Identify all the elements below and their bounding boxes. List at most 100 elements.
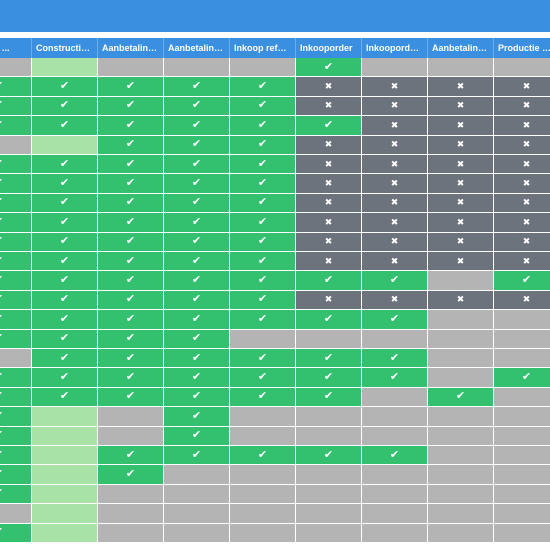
status-cell[interactable]: ✔ [32,271,98,291]
status-cell[interactable]: ✔ [296,349,362,369]
status-cell[interactable]: ✖ [428,155,494,175]
status-cell[interactable]: ✔ [32,77,98,97]
status-cell[interactable]: ✔ [0,174,32,194]
status-cell[interactable] [494,329,550,349]
status-cell[interactable]: ✔ [98,446,164,466]
status-cell[interactable]: ✖ [296,193,362,214]
status-cell[interactable]: ✖ [362,252,428,272]
status-cell[interactable]: ✖ [428,77,494,97]
status-cell[interactable] [428,426,494,446]
status-cell[interactable]: ✔ [164,213,230,233]
status-cell[interactable]: ✔ [230,290,296,311]
status-cell[interactable]: ✖ [362,213,428,233]
status-cell[interactable]: ✔ [230,116,296,136]
status-cell[interactable]: ✖ [362,116,428,136]
status-cell[interactable]: ✔ [230,446,296,466]
status-cell[interactable]: ✔ [98,155,164,175]
status-cell[interactable] [230,504,296,524]
status-cell[interactable] [32,523,98,543]
status-cell[interactable]: ✔ [32,116,98,136]
status-cell[interactable] [164,484,230,505]
status-cell[interactable] [230,465,296,485]
status-cell[interactable] [296,329,362,349]
status-cell[interactable]: ✔ [0,407,32,427]
status-cell[interactable]: ✔ [494,368,550,388]
status-cell[interactable] [428,329,494,349]
status-cell[interactable] [230,329,296,349]
status-cell[interactable]: ✔ [0,271,32,291]
status-cell[interactable]: ✖ [428,174,494,194]
status-cell[interactable] [494,426,550,446]
status-cell[interactable]: ✖ [428,116,494,136]
status-cell[interactable] [32,135,98,155]
status-cell[interactable]: ✔ [32,174,98,194]
status-cell[interactable] [296,504,362,524]
status-cell[interactable]: ✖ [428,96,494,117]
status-cell[interactable]: ✖ [494,135,550,155]
status-cell[interactable]: ✔ [0,426,32,446]
status-cell[interactable] [494,465,550,485]
status-cell[interactable]: ✖ [296,213,362,233]
status-cell[interactable]: ✔ [0,252,32,272]
status-cell[interactable] [296,484,362,505]
status-cell[interactable]: ✔ [32,310,98,330]
status-cell[interactable]: ✖ [296,96,362,117]
status-cell[interactable]: ✖ [428,193,494,214]
status-cell[interactable]: ✔ [164,271,230,291]
status-cell[interactable]: ✖ [362,77,428,97]
status-cell[interactable] [0,58,32,78]
status-cell[interactable]: ✔ [98,252,164,272]
status-cell[interactable]: ✔ [32,155,98,175]
status-cell[interactable]: ✖ [362,174,428,194]
status-cell[interactable]: ✔ [0,387,32,408]
status-cell[interactable] [428,465,494,485]
status-cell[interactable]: ✔ [32,329,98,349]
status-cell[interactable]: ✔ [32,368,98,388]
status-cell[interactable] [230,523,296,543]
status-cell[interactable]: ✔ [164,368,230,388]
status-cell[interactable]: ✔ [164,174,230,194]
status-cell[interactable]: ✔ [98,465,164,485]
status-cell[interactable]: ✖ [428,290,494,311]
status-cell[interactable]: ✔ [230,252,296,272]
status-cell[interactable] [362,58,428,78]
status-cell[interactable] [494,504,550,524]
status-cell[interactable] [98,484,164,505]
status-cell[interactable]: ✔ [362,271,428,291]
status-cell[interactable]: ✔ [362,368,428,388]
status-cell[interactable]: ✔ [230,213,296,233]
status-cell[interactable]: ✖ [362,290,428,311]
column-header-6[interactable]: Inkooporder [296,38,362,58]
status-cell[interactable]: ✖ [494,290,550,311]
status-cell[interactable] [428,310,494,330]
status-cell[interactable]: ✖ [494,174,550,194]
status-cell[interactable] [428,271,494,291]
status-cell[interactable]: ✔ [98,232,164,252]
status-cell[interactable]: ✔ [164,116,230,136]
status-cell[interactable] [296,407,362,427]
column-header-4[interactable]: Aanbetaling b... [164,38,230,58]
status-cell[interactable]: ✖ [362,193,428,214]
status-cell[interactable]: ✔ [164,387,230,408]
status-cell[interactable]: ✔ [230,155,296,175]
status-cell[interactable] [494,523,550,543]
column-header-5[interactable]: Inkoop referen... [230,38,296,58]
status-cell[interactable]: ✔ [0,290,32,311]
status-cell[interactable]: ✔ [98,96,164,117]
status-cell[interactable]: ✔ [164,135,230,155]
status-cell[interactable]: ✔ [98,310,164,330]
status-cell[interactable]: ✔ [98,368,164,388]
status-cell[interactable]: ✔ [296,446,362,466]
column-header-3[interactable]: Aanbetalingsf... [98,38,164,58]
status-cell[interactable] [164,465,230,485]
status-cell[interactable]: ✔ [32,349,98,369]
status-cell[interactable] [494,310,550,330]
status-cell[interactable] [32,58,98,78]
status-cell[interactable]: ✔ [32,290,98,311]
status-cell[interactable]: ✔ [362,349,428,369]
column-header-8[interactable]: Aanbetaling b... [428,38,494,58]
status-cell[interactable] [32,484,98,505]
status-cell[interactable] [230,407,296,427]
status-cell[interactable] [494,387,550,408]
status-cell[interactable] [362,426,428,446]
